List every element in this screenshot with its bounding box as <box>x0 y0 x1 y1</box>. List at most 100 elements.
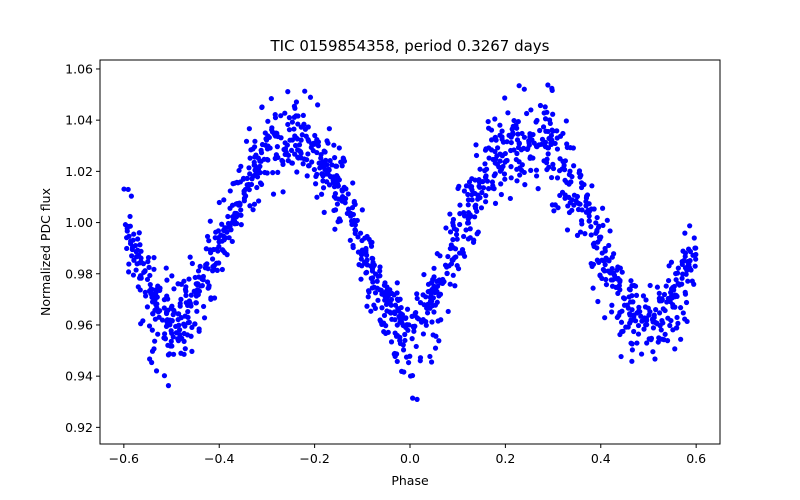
data-point <box>629 347 635 353</box>
data-point <box>313 173 319 180</box>
data-point <box>450 237 456 243</box>
data-point <box>384 308 390 314</box>
data-point <box>259 104 265 111</box>
data-point <box>342 200 348 206</box>
data-point <box>168 338 174 344</box>
data-point <box>680 271 686 277</box>
data-point <box>317 165 323 171</box>
data-point <box>170 351 177 357</box>
data-point <box>584 193 590 199</box>
data-point <box>332 191 339 197</box>
data-point <box>508 175 514 181</box>
x-axis-label: Phase <box>391 473 429 488</box>
data-point <box>473 142 479 148</box>
data-point <box>550 165 557 172</box>
data-point <box>595 298 601 305</box>
data-point <box>377 317 383 323</box>
data-point <box>454 236 460 242</box>
data-point <box>392 310 398 317</box>
data-point <box>629 358 635 364</box>
data-point <box>166 351 173 357</box>
data-point <box>605 257 612 263</box>
data-point <box>457 221 463 228</box>
data-point <box>516 83 522 89</box>
data-point <box>617 265 623 271</box>
data-point <box>137 287 143 293</box>
data-point <box>677 305 684 311</box>
data-point <box>617 309 623 316</box>
data-point <box>682 316 688 322</box>
y-axis-label: Normalized PDC flux <box>38 188 53 316</box>
data-point <box>181 321 187 327</box>
data-point <box>320 185 327 191</box>
data-point <box>307 94 314 100</box>
data-point <box>192 274 198 281</box>
data-point <box>428 359 435 365</box>
data-point <box>655 339 661 345</box>
data-point <box>258 150 265 156</box>
data-point <box>194 281 200 287</box>
data-point <box>326 182 333 188</box>
data-point <box>289 119 295 125</box>
data-point <box>211 266 217 272</box>
data-point <box>629 283 635 289</box>
data-point <box>452 283 458 289</box>
data-point <box>288 147 295 154</box>
data-point <box>549 137 555 143</box>
plot-frame <box>99 59 721 445</box>
data-point <box>485 186 492 192</box>
data-point <box>436 338 442 344</box>
data-point <box>177 332 183 338</box>
data-point <box>304 157 310 163</box>
data-point <box>274 130 280 136</box>
data-point <box>184 332 191 338</box>
data-point <box>272 115 279 121</box>
data-point <box>579 221 585 227</box>
data-point <box>206 284 212 291</box>
data-point <box>549 85 555 91</box>
data-points <box>121 82 699 402</box>
data-point <box>546 117 553 123</box>
data-point <box>181 278 187 284</box>
data-point <box>359 237 365 244</box>
x-tick-label: 0.2 <box>495 451 515 466</box>
data-point <box>420 331 426 337</box>
y-tick-label: 1.02 <box>65 164 93 179</box>
data-point <box>254 184 260 191</box>
data-point <box>413 343 419 350</box>
data-point <box>577 201 583 207</box>
data-point <box>250 146 256 152</box>
data-point <box>589 183 595 189</box>
data-point <box>542 116 549 122</box>
data-point <box>240 175 247 181</box>
data-point <box>693 245 699 251</box>
data-point <box>537 127 543 134</box>
data-point <box>165 296 171 302</box>
data-point <box>305 124 311 130</box>
data-point <box>447 229 454 235</box>
data-point <box>516 140 522 146</box>
data-point <box>314 138 320 144</box>
data-point <box>412 323 418 329</box>
data-point <box>470 239 477 245</box>
data-point <box>237 201 243 207</box>
data-point <box>516 159 522 165</box>
data-point <box>545 151 551 157</box>
data-point <box>131 231 137 237</box>
data-point <box>374 278 380 284</box>
data-point <box>322 166 328 173</box>
data-point <box>395 305 401 312</box>
data-point <box>480 185 487 191</box>
data-point <box>545 145 551 151</box>
data-point <box>469 192 475 198</box>
data-point <box>238 212 244 218</box>
data-point <box>453 231 460 238</box>
data-point <box>654 320 660 326</box>
data-point <box>678 336 684 342</box>
data-point <box>394 332 400 339</box>
data-point <box>534 117 540 124</box>
data-point <box>618 319 625 325</box>
data-point <box>237 179 243 185</box>
data-point <box>194 308 200 314</box>
data-point <box>473 152 480 159</box>
